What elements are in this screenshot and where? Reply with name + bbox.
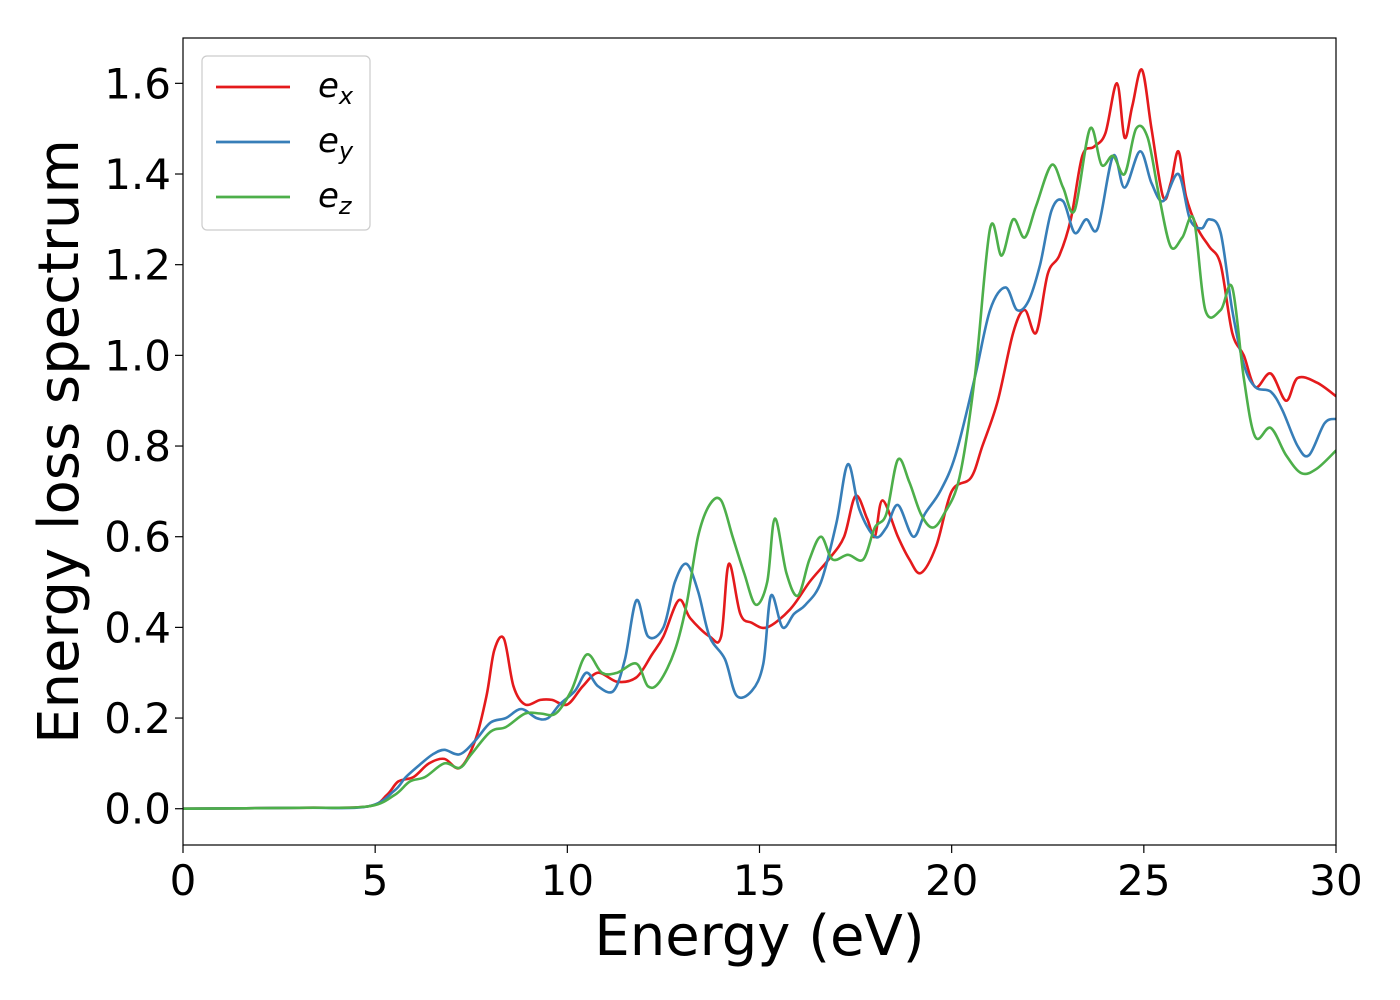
x-tick-label: 5 bbox=[362, 856, 389, 905]
x-axis-title: Energy (eV) bbox=[594, 904, 924, 969]
x-tick-label: 20 bbox=[925, 856, 978, 905]
y-tick-label: 0.2 bbox=[104, 694, 171, 743]
x-tick-label: 15 bbox=[733, 856, 786, 905]
y-axis-title: Energy loss spectrum bbox=[27, 139, 92, 744]
legend-label-ey: ey bbox=[318, 121, 354, 165]
y-tick-label: 0.8 bbox=[104, 422, 171, 471]
y-tick-label: 1.0 bbox=[104, 331, 171, 380]
y-tick-label: 1.2 bbox=[104, 241, 171, 290]
y-tick-label: 0.0 bbox=[104, 785, 171, 834]
x-tick-label: 10 bbox=[541, 856, 594, 905]
x-tick-label: 30 bbox=[1309, 856, 1362, 905]
legend: ex ey ez bbox=[201, 55, 371, 231]
y-tick-label: 0.6 bbox=[104, 513, 171, 562]
legend-label-ez: ez bbox=[318, 176, 353, 220]
series-line-ez bbox=[183, 124, 1336, 810]
legend-label-ex: ex bbox=[318, 66, 354, 110]
y-tick-label: 1.4 bbox=[104, 150, 171, 199]
x-tick-label: 0 bbox=[170, 856, 197, 905]
ticks-layer: 0 5 10 15 20 25 30 0.0 0.2 0.4 0.6 0.8 1.0 1.2 1.4 1.6 bbox=[104, 59, 1363, 905]
x-tick-label: 25 bbox=[1117, 856, 1170, 905]
series-layer bbox=[183, 68, 1336, 810]
y-tick-label: 0.4 bbox=[104, 603, 171, 652]
y-tick-label: 1.6 bbox=[104, 59, 171, 108]
